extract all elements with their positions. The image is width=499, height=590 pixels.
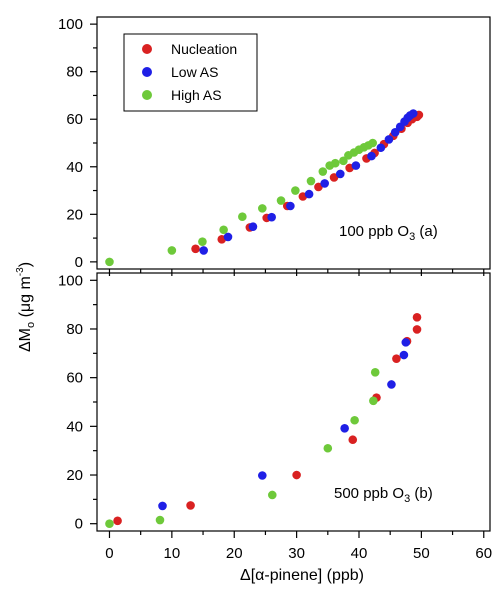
panel-a-point-nucleation: [329, 173, 339, 182]
panel-b-xtick-label: 40: [351, 545, 368, 562]
panel-b-point-high-as: [370, 368, 380, 377]
panel-a-point-nucleation: [314, 182, 323, 192]
panel-a-point-high-as: [105, 257, 114, 267]
panel-b-label: 500 ppb O3 (b): [334, 485, 433, 505]
panel-a-point-low-as: [304, 189, 314, 199]
panel-a-label-prefix: 100 ppb O: [339, 223, 409, 240]
panel-b-point-high-as: [155, 515, 165, 525]
panel-b-point-high-as: [350, 415, 359, 425]
legend-marker-nucleation: [142, 44, 152, 54]
panel-b-point-nucleation: [292, 470, 301, 480]
panel-b-xtick-label: 10: [164, 545, 181, 562]
panel-a-point-high-as: [276, 196, 286, 205]
panel-b-xtick-label: 30: [288, 545, 305, 562]
panel-b-ytick-label: 20: [66, 467, 83, 484]
panel-a-point-high-as: [219, 225, 228, 235]
panel-a-point-low-as: [320, 179, 329, 188]
panel-b-point-nucleation: [186, 501, 195, 510]
panel-a-ytick-label: 100: [58, 16, 83, 33]
panel-b-point-nucleation: [412, 313, 422, 322]
panel-a-point-high-as: [198, 237, 207, 246]
panel-b-point-low-as: [399, 350, 409, 360]
panel-a-ticks: 0 20 40 60 80 100: [58, 16, 485, 276]
panel-a-ytick-label: 20: [66, 206, 83, 223]
panel-a-point-low-as: [223, 232, 233, 242]
y-axis-title-sub: o: [25, 322, 37, 328]
panel-a-point-low-as: [367, 151, 376, 161]
panel-a-point-high-as: [167, 246, 177, 255]
panel-b-point-nucleation: [113, 516, 122, 526]
panel-b-point-low-as: [158, 501, 167, 511]
panel-a-points: [105, 109, 424, 267]
panel-a-point-nucleation: [191, 244, 200, 254]
panel-a-point-low-as: [335, 169, 345, 179]
y-axis-title-unit-pre: (μg m: [17, 276, 34, 322]
legend-label-nucleation: Nucleation: [171, 41, 237, 57]
panel-b-point-high-as: [323, 443, 333, 453]
panel-b-point-nucleation: [348, 435, 358, 445]
y-axis-title-sup: -3: [15, 267, 26, 276]
panel-a-point-high-as: [291, 186, 300, 195]
panel-b-point-high-as: [105, 519, 114, 528]
panel-a-point-low-as: [286, 201, 295, 211]
panel-b-ytick-label: 60: [66, 370, 83, 387]
panel-a-label-suffix: (a): [415, 223, 438, 240]
panel-b-ticks: 0 20 40 60 80 100 0 10 20 30 40 50 60: [58, 272, 492, 562]
panel-a-point-high-as: [306, 176, 316, 186]
panel-b-point-nucleation: [392, 354, 401, 363]
panel-b-xtick-label: 20: [226, 545, 243, 562]
y-axis-title: ΔMo (μg m-3): [15, 262, 37, 352]
panel-a-point-high-as: [368, 138, 378, 148]
legend-marker-high-as: [142, 90, 152, 100]
panel-a-point-low-as: [199, 246, 208, 255]
panel-a-point-low-as: [384, 135, 394, 144]
panel-b-label-suffix: (b): [410, 485, 433, 502]
panel-b-xtick-label: 50: [413, 545, 430, 562]
y-axis-title-unit-post: ): [17, 262, 34, 267]
y-axis-title-main: ΔM: [17, 328, 34, 352]
panel-a-point-high-as: [318, 167, 328, 176]
legend: Nucleation Low AS High AS: [123, 33, 258, 112]
panel-a-point-high-as: [331, 158, 340, 168]
legend-label-high-as: High AS: [171, 87, 222, 103]
panel-a-ytick-label: 0: [75, 254, 83, 271]
panel-a-point-low-as: [390, 128, 400, 137]
panel-b-point-low-as: [340, 423, 349, 433]
legend-label-low-as: Low AS: [171, 64, 218, 80]
panel-b-point-high-as: [369, 396, 378, 406]
panel-a-point-high-as: [258, 204, 267, 213]
panel-b: 0 20 40 60 80 100 0 10 20 30 40 50 60 500 ppb O3 (b): [58, 272, 492, 562]
panel-a-label: 100 ppb O3 (a): [339, 223, 438, 243]
panel-b-point-nucleation: [412, 325, 422, 334]
panel-a-ytick-label: 80: [66, 64, 83, 81]
panel-a-ytick-label: 60: [66, 111, 83, 128]
panel-b-ytick-label: 80: [66, 321, 83, 338]
panel-a-point-high-as: [238, 212, 247, 221]
panel-a-ytick-label: 40: [66, 159, 83, 176]
x-axis-title: Δ[α-pinene] (ppb): [240, 567, 364, 584]
panel-b-point-low-as: [401, 338, 411, 347]
panel-b-label-prefix: 500 ppb O: [334, 485, 404, 502]
panel-b-point-low-as: [258, 471, 267, 480]
panel-b-point-low-as: [387, 380, 396, 389]
panel-a-point-low-as: [248, 222, 258, 231]
panel-a-label-sub: 3: [409, 231, 415, 243]
legend-marker-low-as: [142, 67, 152, 77]
panel-b-xtick-label: 60: [475, 545, 492, 562]
panel-b-points: [105, 313, 422, 528]
panel-b-point-high-as: [267, 490, 277, 500]
panel-a-point-low-as: [351, 161, 361, 170]
panel-b-ytick-label: 40: [66, 418, 83, 435]
panel-a-point-low-as: [267, 212, 276, 222]
panel-b-ytick-label: 100: [58, 272, 83, 289]
panel-a-point-low-as: [376, 143, 386, 153]
panel-b-xtick-label: 0: [105, 545, 113, 562]
panel-a-point-high-as: [339, 156, 348, 166]
panel-a-point-low-as: [408, 109, 418, 118]
panel-a: 0 20 40 60 80 100 100 ppb O3 (a) Nucleation L…: [58, 16, 491, 276]
panel-b-label-sub: 3: [404, 493, 410, 505]
panel-b-ytick-label: 0: [75, 516, 83, 533]
